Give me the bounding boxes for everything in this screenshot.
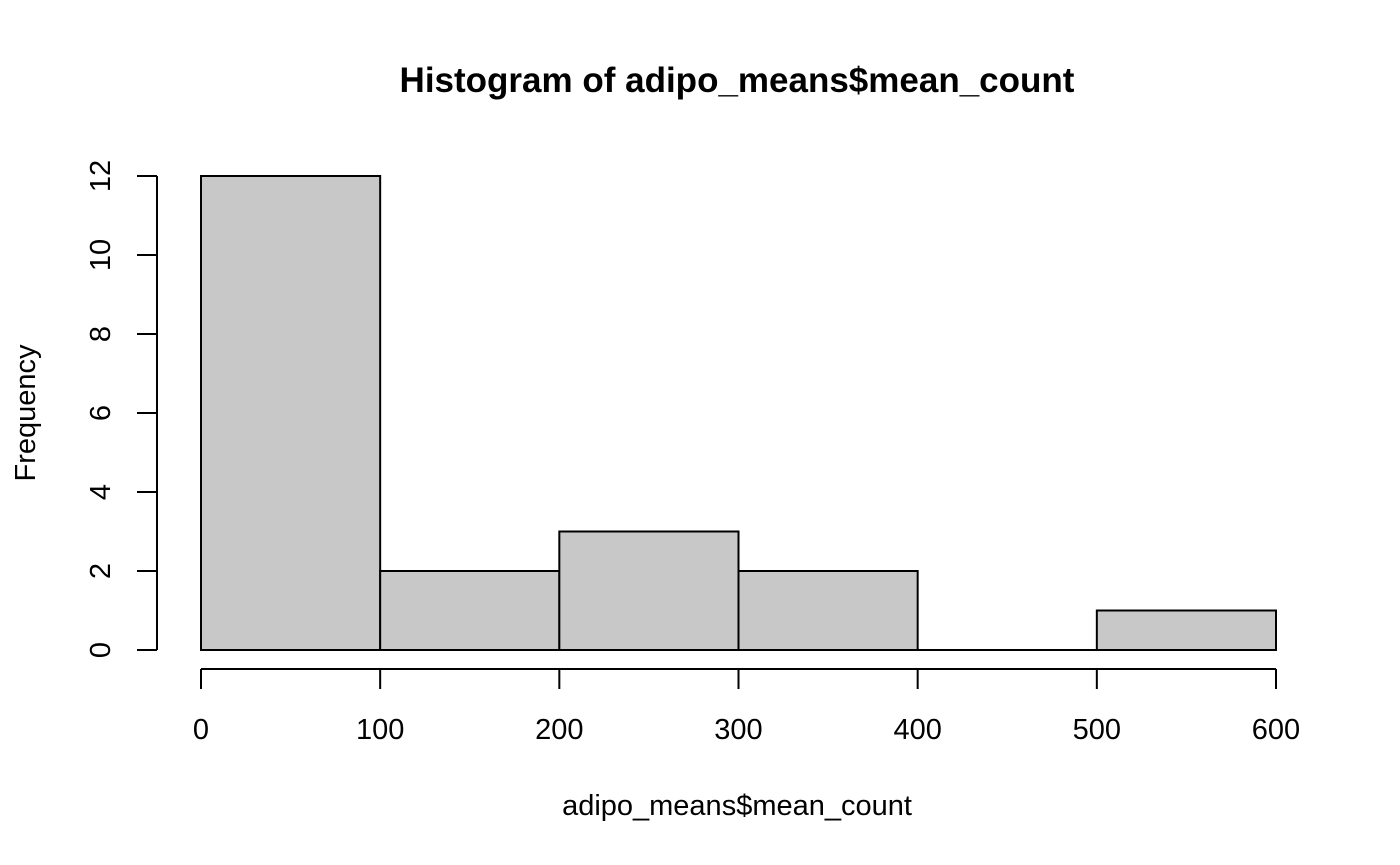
x-tick-label-400: 400 [893,714,941,746]
y-axis: 0 2 4 6 8 10 12 [85,160,158,658]
x-axis-label: adipo_means$mean_count [562,790,912,822]
histogram-bar-0 [200,175,382,651]
histogram-bar-1 [379,570,561,651]
chart-title: Histogram of adipo_means$mean_count [400,61,1075,100]
x-tick-label-0: 0 [193,714,209,746]
y-axis-label: Frequency [10,344,42,482]
histogram-bar-2 [558,530,740,651]
x-axis: 0 100 200 300 400 500 600 [193,668,1300,746]
histogram-bar-5 [1095,609,1278,651]
x-tick-label-600: 600 [1252,714,1300,746]
y-tick-label-4: 4 [85,484,117,500]
y-tick-label-10: 10 [85,239,117,271]
y-tick-label-6: 6 [85,405,117,421]
y-tick-label-2: 2 [85,563,117,579]
histogram-bars [200,175,1278,651]
x-tick-label-500: 500 [1073,714,1121,746]
histogram-bar-3 [737,570,919,651]
x-tick-label-300: 300 [714,714,762,746]
x-tick-label-100: 100 [356,714,404,746]
x-tick-label-200: 200 [535,714,583,746]
y-tick-label-8: 8 [85,326,117,342]
y-tick-label-0: 0 [85,642,117,658]
y-tick-label-12: 12 [85,160,117,192]
